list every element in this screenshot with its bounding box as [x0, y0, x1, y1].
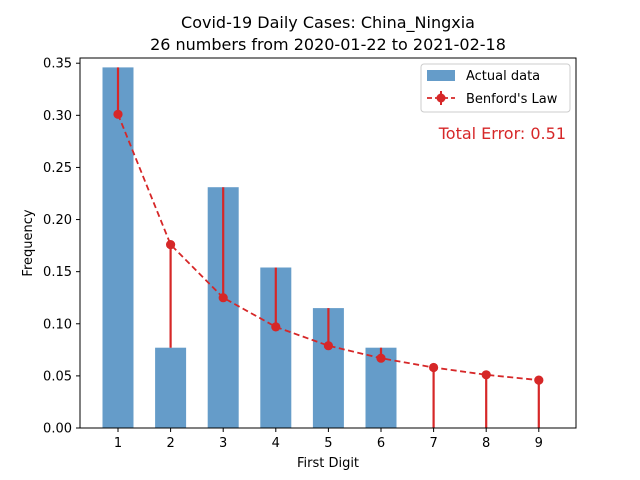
benford-point-digit-3	[218, 293, 228, 303]
bar-digit-2	[155, 347, 187, 428]
legend-swatch-actual	[427, 70, 455, 81]
x-tick-label-9: 9	[535, 436, 543, 451]
legend-label-benford: Benford's Law	[466, 92, 558, 107]
x-tick-label-1: 1	[114, 436, 122, 451]
y-tick-label-0.20: 0.20	[43, 213, 72, 228]
legend-label-actual: Actual data	[466, 69, 540, 84]
chart-title: Covid-19 Daily Cases: China_Ningxia	[181, 13, 475, 33]
x-tick-label-6: 6	[377, 436, 385, 451]
x-tick-label-5: 5	[324, 436, 332, 451]
benford-point-digit-4	[271, 322, 281, 332]
benford-point-digit-8	[481, 370, 491, 380]
x-tick-label-4: 4	[272, 436, 280, 451]
axes-frame	[79, 57, 577, 429]
benford-point-digit-7	[429, 362, 439, 373]
y-tick-label-0.00: 0.00	[43, 422, 72, 437]
plot-area: 1 2 3 4 5 6 7 8 9 0.00 0.05 0.10 0.15 0.20 0.25 0.30 0.3…	[43, 57, 544, 451]
x-tick-label-8: 8	[482, 436, 490, 451]
legend-swatch-benford-marker	[436, 93, 446, 103]
benford-point-digit-9	[534, 375, 544, 385]
y-tick-label-0.10: 0.10	[43, 317, 72, 332]
x-axis-label: First Digit	[297, 456, 359, 471]
y-tick-label-0.25: 0.25	[43, 161, 72, 176]
benford-point-digit-6	[376, 353, 386, 363]
y-tick-label-0.35: 0.35	[43, 57, 72, 72]
x-tick-label-3: 3	[219, 436, 227, 451]
chart-subtitle: 26 numbers from 2020-01-22 to 2021-02-18	[150, 35, 506, 54]
y-tick-label-0.30: 0.30	[43, 109, 72, 124]
total-error-annotation: Total Error: 0.51	[438, 124, 566, 143]
legend-box	[420, 63, 571, 113]
x-tick-label-2: 2	[166, 436, 174, 451]
legend: Actual data Benford's Law	[420, 63, 571, 113]
benford-point-digit-5	[323, 341, 333, 351]
y-axis-label: Frequency	[21, 209, 36, 276]
x-tick-label-7: 7	[429, 436, 437, 451]
bar-digit-1	[102, 67, 134, 429]
benford-point-digit-1	[113, 109, 123, 119]
benford-line	[117, 113, 539, 381]
y-tick-label-0.15: 0.15	[43, 265, 72, 280]
y-tick-label-0.05: 0.05	[43, 369, 72, 384]
benford-point-digit-2	[166, 240, 176, 250]
